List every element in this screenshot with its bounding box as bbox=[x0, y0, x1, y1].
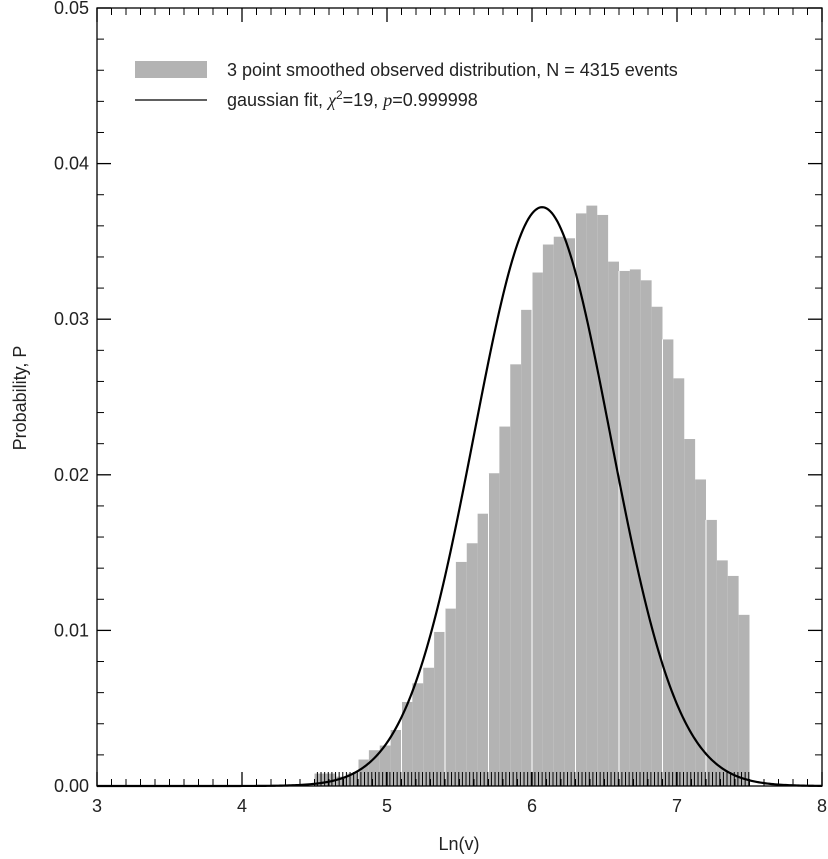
histogram-bar bbox=[542, 244, 554, 787]
histogram-bar bbox=[662, 339, 674, 786]
histogram-bar bbox=[488, 473, 500, 786]
histogram-bar bbox=[586, 205, 598, 786]
histogram-bar bbox=[455, 561, 467, 786]
x-tick-label: 3 bbox=[92, 796, 102, 816]
histogram-bar bbox=[608, 261, 619, 786]
histogram-bar bbox=[619, 270, 630, 786]
histogram-bar bbox=[597, 214, 609, 786]
histogram-bar bbox=[727, 575, 739, 786]
histogram-bar bbox=[673, 378, 685, 786]
histogram-bar bbox=[532, 272, 543, 786]
histogram-bar bbox=[651, 306, 663, 786]
histogram-bar bbox=[629, 269, 641, 787]
histogram-bar bbox=[521, 309, 532, 786]
histogram-bar bbox=[423, 667, 435, 786]
histogram-bar bbox=[564, 238, 576, 787]
histogram-bar bbox=[499, 426, 511, 786]
legend: 3 point smoothed observed distribution, … bbox=[135, 60, 678, 110]
histogram-bar bbox=[716, 560, 728, 786]
histogram-bar bbox=[466, 543, 478, 786]
x-tick-label: 7 bbox=[672, 796, 682, 816]
histogram-bar bbox=[695, 479, 706, 786]
legend-bar-swatch bbox=[135, 61, 207, 78]
legend-label-observed: 3 point smoothed observed distribution, … bbox=[227, 60, 678, 80]
x-tick-label: 8 bbox=[817, 796, 827, 816]
histogram-bar bbox=[553, 236, 565, 786]
histogram-bar bbox=[314, 773, 326, 786]
histogram-bar bbox=[390, 729, 402, 786]
x-tick-label: 5 bbox=[382, 796, 392, 816]
histogram-bar bbox=[477, 513, 489, 786]
y-tick-label: 0.05 bbox=[54, 0, 89, 18]
plot-area bbox=[97, 205, 823, 788]
histogram-bar bbox=[401, 701, 413, 786]
histogram-bar bbox=[412, 683, 424, 786]
histogram-bar bbox=[640, 280, 652, 786]
histogram-bar bbox=[738, 614, 750, 786]
x-axis-label: Ln(v) bbox=[438, 834, 479, 854]
histogram-bar bbox=[336, 776, 348, 786]
x-tick-label: 6 bbox=[527, 796, 537, 816]
axes: 3 4 5 6 7 8 0.00 0.01 0.02 0.03 0.04 0.05 bbox=[54, 0, 827, 816]
histogram-bar bbox=[347, 773, 358, 786]
histogram-bar bbox=[575, 213, 587, 787]
y-tick-label: 0.00 bbox=[54, 776, 89, 796]
histogram-bar bbox=[684, 439, 696, 786]
x-tick-label: 4 bbox=[237, 796, 247, 816]
histogram-bar bbox=[434, 631, 445, 786]
histogram-bar bbox=[379, 745, 391, 786]
histogram-bar bbox=[358, 759, 369, 786]
y-tick-label: 0.01 bbox=[54, 620, 89, 640]
histogram-bar bbox=[706, 519, 717, 786]
histogram-bar bbox=[325, 773, 337, 786]
histogram-bar bbox=[510, 364, 522, 786]
y-axis-label: Probability, P bbox=[10, 346, 30, 451]
y-tick-label: 0.02 bbox=[54, 465, 89, 485]
histogram-bar bbox=[368, 750, 380, 786]
histogram-bar bbox=[445, 608, 456, 786]
y-tick-label: 0.03 bbox=[54, 309, 89, 329]
legend-label-fit: gaussian fit, χ2=19, p=0.999998 bbox=[227, 88, 478, 110]
y-tick-label: 0.04 bbox=[54, 154, 89, 174]
